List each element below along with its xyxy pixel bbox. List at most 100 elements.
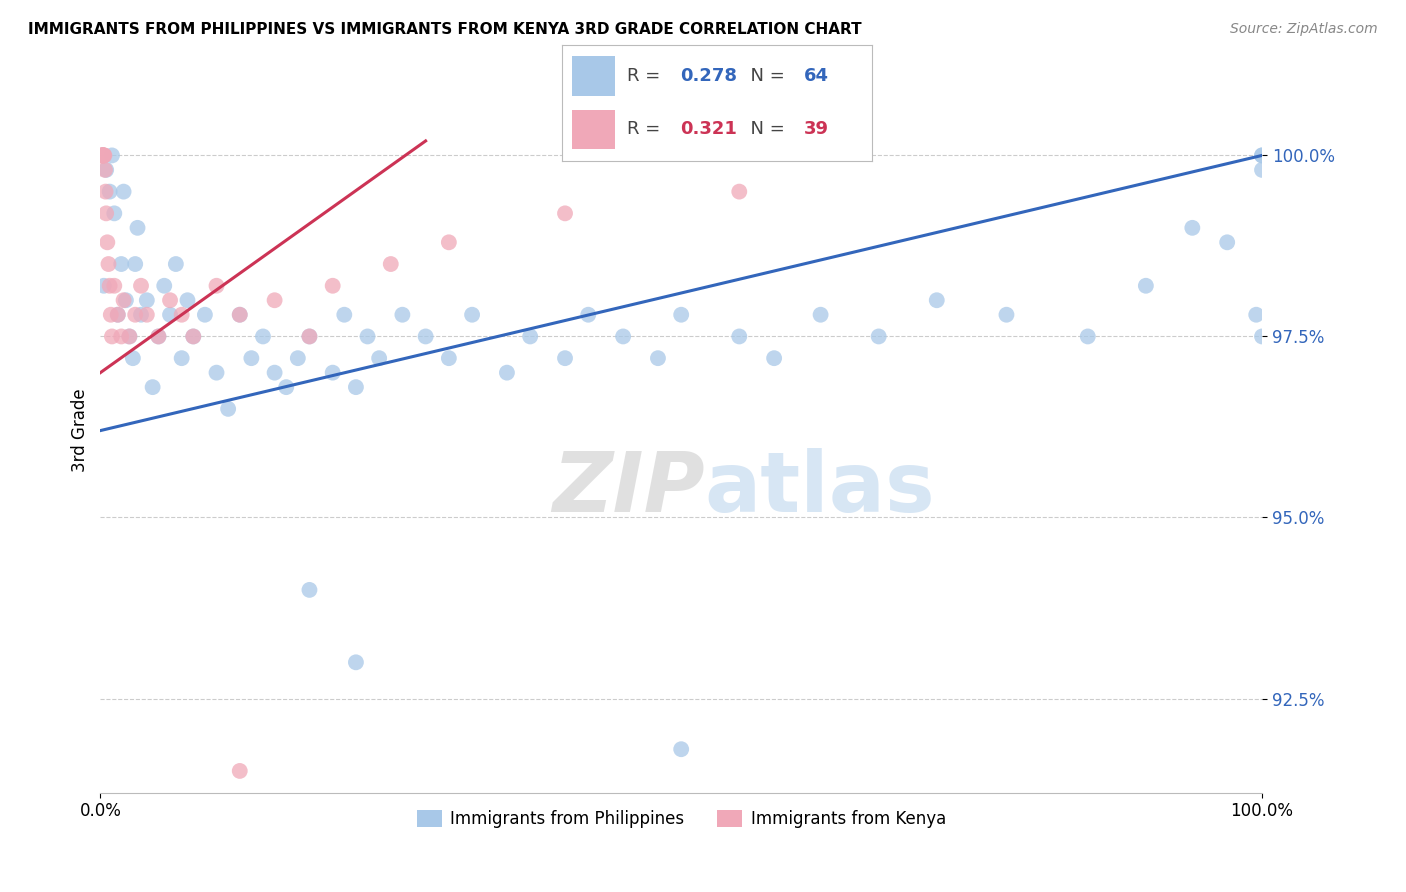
Point	[322, 278, 344, 293]
Point	[135, 308, 157, 322]
Point	[415, 329, 437, 343]
Text: N =: N =	[738, 120, 790, 138]
Point	[100, 308, 122, 322]
Point	[110, 329, 132, 343]
Point	[1181, 220, 1204, 235]
Point	[437, 351, 460, 366]
Point	[1216, 235, 1239, 250]
Point	[333, 308, 356, 322]
Point	[298, 329, 321, 343]
Point	[129, 308, 152, 322]
Text: R =: R =	[627, 67, 666, 85]
Point	[1077, 329, 1099, 343]
Point	[110, 257, 132, 271]
Point	[94, 185, 117, 199]
Point	[91, 148, 114, 162]
Point	[170, 308, 193, 322]
Point	[194, 308, 217, 322]
Point	[229, 764, 252, 778]
Text: R =: R =	[627, 120, 666, 138]
Point	[810, 308, 832, 322]
Point	[142, 380, 165, 394]
Point	[115, 293, 138, 308]
Point	[153, 278, 176, 293]
Point	[995, 308, 1018, 322]
Point	[112, 293, 135, 308]
Point	[263, 366, 285, 380]
Point	[127, 220, 149, 235]
Point	[122, 351, 145, 366]
Point	[1251, 148, 1274, 162]
Point	[368, 351, 391, 366]
Point	[1251, 162, 1274, 177]
Point	[96, 206, 118, 220]
Point	[118, 329, 141, 343]
Point	[229, 308, 252, 322]
Point	[90, 148, 112, 162]
Text: IMMIGRANTS FROM PHILIPPINES VS IMMIGRANTS FROM KENYA 3RD GRADE CORRELATION CHART: IMMIGRANTS FROM PHILIPPINES VS IMMIGRANT…	[28, 22, 862, 37]
Point	[344, 380, 367, 394]
Point	[519, 329, 541, 343]
Point	[93, 148, 115, 162]
Point	[148, 329, 170, 343]
Point	[252, 329, 274, 343]
Text: 0.321: 0.321	[681, 120, 737, 138]
Point	[287, 351, 309, 366]
Point	[612, 329, 634, 343]
Point	[148, 329, 170, 343]
Point	[298, 329, 321, 343]
Point	[101, 148, 124, 162]
Point	[1244, 308, 1267, 322]
Text: 64: 64	[804, 67, 828, 85]
Point	[93, 278, 115, 293]
Point	[1251, 148, 1274, 162]
Point	[93, 148, 115, 162]
Point	[129, 278, 152, 293]
Legend: Immigrants from Philippines, Immigrants from Kenya: Immigrants from Philippines, Immigrants …	[409, 804, 952, 835]
Point	[107, 308, 129, 322]
Point	[103, 278, 125, 293]
Point	[165, 257, 187, 271]
Text: N =: N =	[738, 67, 790, 85]
Text: ZIP: ZIP	[551, 448, 704, 529]
Point	[298, 582, 321, 597]
Point	[98, 278, 121, 293]
Point	[344, 656, 367, 670]
Point	[240, 351, 263, 366]
Point	[263, 293, 285, 308]
Point	[91, 148, 114, 162]
Point	[669, 308, 692, 322]
Point	[728, 185, 751, 199]
Text: atlas: atlas	[704, 448, 935, 529]
Point	[91, 148, 114, 162]
Point	[181, 329, 204, 343]
Point	[669, 742, 692, 756]
Point	[229, 308, 252, 322]
Point	[1135, 278, 1157, 293]
Point	[135, 293, 157, 308]
Point	[107, 308, 129, 322]
Point	[91, 148, 114, 162]
Point	[496, 366, 519, 380]
Point	[96, 235, 118, 250]
Point	[576, 308, 599, 322]
FancyBboxPatch shape	[572, 110, 614, 149]
Point	[93, 148, 115, 162]
Text: Source: ZipAtlas.com: Source: ZipAtlas.com	[1230, 22, 1378, 37]
Point	[554, 206, 576, 220]
Point	[159, 308, 181, 322]
Point	[205, 366, 228, 380]
Point	[101, 329, 124, 343]
Point	[322, 366, 344, 380]
Point	[118, 329, 141, 343]
Point	[391, 308, 413, 322]
Point	[103, 206, 125, 220]
Point	[176, 293, 198, 308]
FancyBboxPatch shape	[572, 56, 614, 95]
Point	[437, 235, 460, 250]
Point	[94, 162, 117, 177]
Point	[554, 351, 576, 366]
Point	[96, 162, 118, 177]
Point	[124, 257, 146, 271]
Point	[205, 278, 228, 293]
